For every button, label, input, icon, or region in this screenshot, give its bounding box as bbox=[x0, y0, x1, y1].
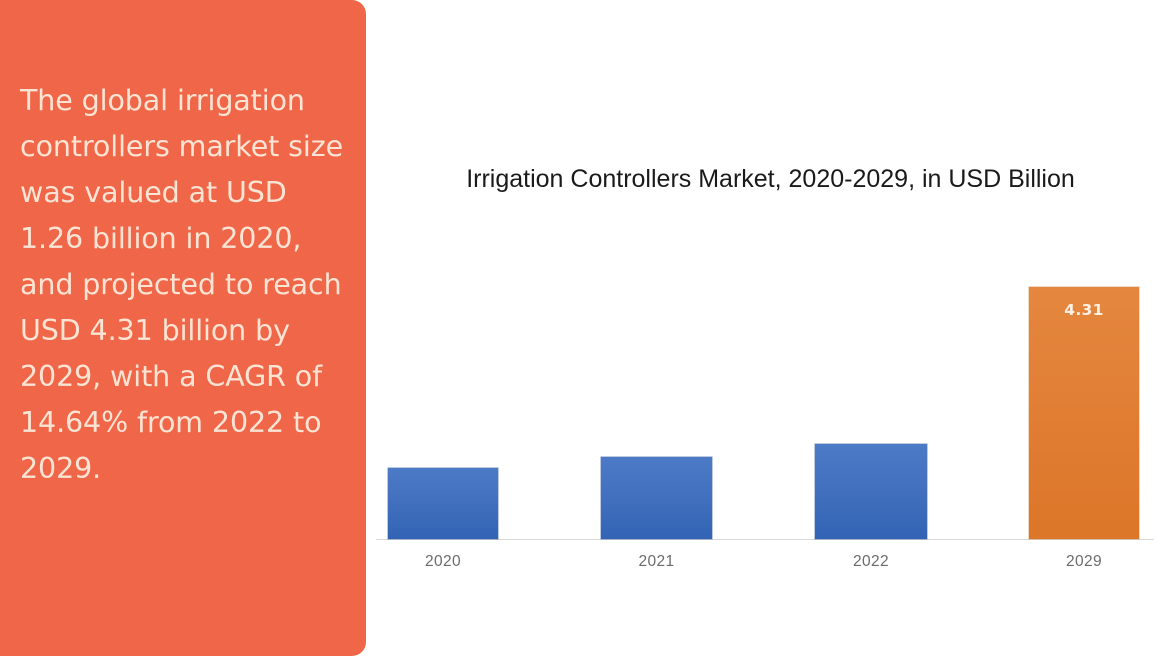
tick-label-2022: 2022 bbox=[852, 553, 890, 570]
tick-label-2021: 2021 bbox=[638, 553, 675, 570]
bar-2021[interactable] bbox=[601, 457, 712, 539]
tick-label-2029: 2029 bbox=[1065, 553, 1103, 570]
callout-panel: The global irrigation controllers market… bbox=[0, 0, 366, 656]
category-axis-line bbox=[376, 539, 1154, 540]
bar-2020[interactable] bbox=[388, 468, 498, 539]
tick-label-2020: 2020 bbox=[424, 553, 462, 570]
bar-label-2029: 4.31 bbox=[1064, 301, 1104, 319]
bar-2022[interactable] bbox=[815, 444, 927, 539]
bar-chart-plot: 4.31 2020 2021 2022 2029 bbox=[368, 0, 1170, 658]
chart-area: Irrigation Controllers Market, 2020-2029… bbox=[368, 0, 1170, 658]
callout-text: The global irrigation controllers market… bbox=[20, 84, 352, 485]
chart-title: Irrigation Controllers Market, 2020-2029… bbox=[466, 165, 1075, 193]
bar-2029[interactable]: 4.31 bbox=[1029, 287, 1139, 539]
